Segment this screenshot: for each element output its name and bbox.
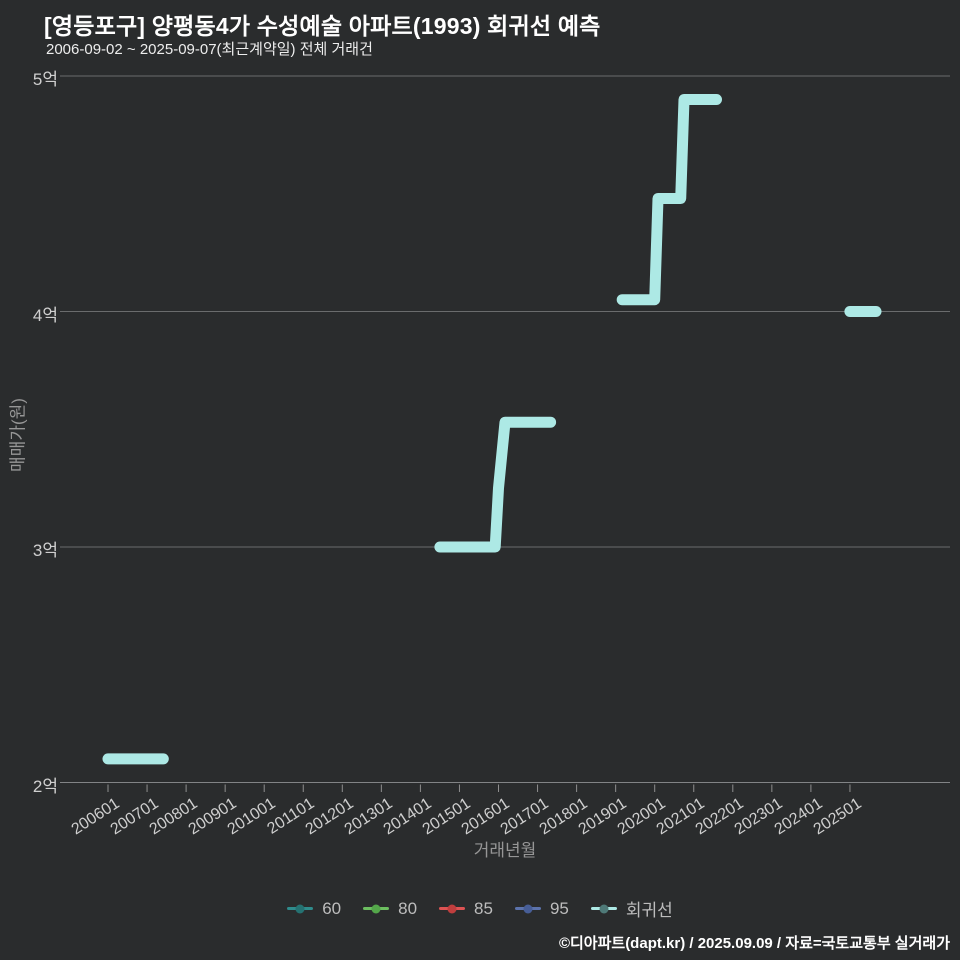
chart-title: [영등포구] 양평동4가 수성예술 아파트(1993) 회귀선 예측: [44, 13, 601, 39]
legend-line-icon: [287, 904, 314, 913]
legend-line-icon: [363, 904, 390, 913]
legend-dot-icon: [295, 904, 305, 913]
credit-text: ©디아파트(dapt.kr) / 2025.09.09 / 자료=국토교통부 실…: [558, 935, 950, 952]
legend-label: 60: [322, 898, 342, 918]
y-tick-label: 5억: [32, 70, 58, 89]
x-axis-title: 거래년월: [473, 841, 537, 860]
legend-dot-icon: [599, 904, 609, 913]
legend-item-80: 80: [363, 899, 417, 919]
y-tick-label: 3억: [32, 541, 58, 560]
legend: 60 80 85 95 회귀선: [0, 896, 960, 921]
legend-item-60: 60: [287, 899, 341, 919]
legend-item-95: 95: [514, 898, 569, 919]
legend-line-icon: [439, 904, 466, 913]
legend-line-icon: [514, 904, 541, 913]
legend-dot-icon: [447, 904, 457, 913]
legend-dot-icon: [523, 904, 533, 913]
y-axis-title: 매매가(원): [8, 398, 28, 472]
y-tick-label: 2억: [32, 776, 58, 796]
legend-item-85: 85: [439, 899, 493, 919]
legend-label: 95: [549, 898, 569, 918]
chart-subtitle: 2006-09-02 ~ 2025-09-07(최근계약일) 전체 거래건: [46, 41, 373, 58]
legend-item-회귀선: 회귀선: [590, 896, 673, 921]
regression-line-segment: [434, 416, 557, 553]
legend-label: 80: [398, 898, 418, 918]
legend-line-icon: [590, 904, 617, 913]
y-tick-label: 4억: [32, 305, 58, 325]
legend-label: 85: [474, 898, 493, 918]
regression-line-segment: [616, 94, 722, 306]
legend-dot-icon: [371, 904, 381, 913]
legend-label: 회귀선: [625, 901, 673, 920]
